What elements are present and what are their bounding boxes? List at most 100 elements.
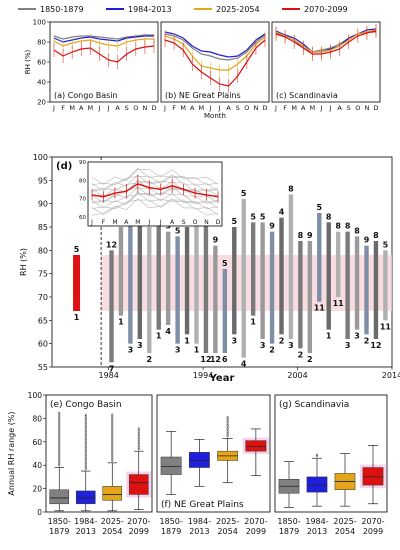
y-tick-label: 20: [32, 485, 42, 494]
box: [306, 476, 328, 493]
outlier-point: [137, 446, 140, 449]
plot-frame: [45, 394, 153, 513]
outlier-point: [84, 445, 87, 448]
x-tick-label: 1984: [98, 371, 118, 380]
month-tick-label: A: [79, 104, 84, 112]
month-tick-label: F: [283, 104, 287, 112]
month-tick-label: D: [151, 104, 156, 112]
outlier-point: [226, 422, 229, 425]
series-line: [53, 45, 155, 63]
category-label: 2025-: [333, 517, 356, 526]
month-tick-label: O: [244, 104, 249, 112]
box-panel: 1850-1879 1984-2013 2025-2054 2070-2099 (e) …: [7, 391, 153, 536]
min-month-label: 2: [269, 346, 275, 355]
outlier-point: [58, 464, 61, 467]
outlier-point: [58, 422, 61, 425]
outlier-point: [111, 424, 114, 427]
legend-label: 2025-2054: [216, 5, 260, 14]
outlier-point: [84, 434, 87, 437]
outlier-point: [226, 430, 229, 433]
outlier-point: [84, 442, 87, 445]
outlier-point: [137, 438, 140, 441]
month-tick-label: A: [190, 104, 195, 112]
box-panel: 1850-1879 1984-2013 2025-2054 2070-2099 (f) …: [156, 394, 271, 536]
outlier-point: [58, 416, 61, 419]
month-tick-label: N: [142, 104, 147, 112]
inset-mean-line: [91, 183, 219, 198]
inset-year-line: [91, 180, 219, 193]
y-tick-label: 85: [38, 223, 48, 232]
month-tick-label: S: [236, 104, 240, 112]
year-range-bar: [317, 213, 322, 302]
y-tick-label: 80: [32, 414, 42, 423]
year-range-bar: [156, 222, 161, 330]
x-tick-label: 2014: [382, 371, 400, 380]
year-range-bar: [288, 194, 294, 339]
category-label: 2054: [217, 527, 237, 536]
category-label: 2054: [102, 527, 122, 536]
month-tick-label: J: [208, 104, 211, 112]
outlier-point: [58, 414, 61, 417]
year-range-bar: [269, 231, 275, 344]
year-range-bar: [118, 227, 124, 316]
outlier-point: [58, 445, 61, 448]
min-month-label: 1: [118, 318, 124, 327]
box: [49, 489, 70, 505]
outlier-point: [58, 421, 61, 424]
month-tick-label: J: [163, 104, 166, 112]
box: [160, 456, 182, 475]
inset-year-line: [91, 169, 219, 185]
outlier-point: [226, 419, 229, 422]
outlier-point: [111, 415, 114, 418]
outlier-point: [111, 458, 114, 461]
plot-frame: [156, 394, 271, 513]
outlier-point: [58, 442, 61, 445]
year-range-bar: [326, 222, 331, 330]
inset-month-label: J: [159, 219, 162, 226]
outlier-point: [111, 456, 114, 459]
outlier-point: [226, 420, 229, 423]
max-month-label: 5: [222, 259, 228, 268]
outlier-point: [58, 430, 61, 433]
year-range-bar: [147, 227, 152, 353]
outlier-point: [58, 451, 61, 454]
y-tick-label: 20: [37, 99, 46, 107]
y-tick-label: 55: [38, 363, 48, 372]
reference-bar: [73, 255, 81, 311]
outlier-point: [84, 452, 87, 455]
outlier-point: [137, 436, 140, 439]
outlier-point: [84, 429, 87, 432]
outlier-point: [84, 421, 87, 424]
outlier-point: [84, 468, 87, 471]
plot-frame: [271, 21, 381, 103]
category-label: 2070-: [361, 517, 384, 526]
outlier-point: [226, 427, 229, 430]
outlier-point: [84, 424, 87, 427]
inset-month-label: J: [147, 219, 150, 226]
inset-month-label: A: [124, 219, 129, 226]
category-label: 1879: [279, 527, 299, 536]
min-month-label: 1: [250, 318, 256, 327]
outlier-point: [58, 419, 61, 422]
panel-title: (b) NE Great Plains: [165, 91, 241, 100]
max-month-label: 8: [373, 231, 379, 240]
category-label: 2054: [335, 527, 355, 536]
outlier-point: [58, 427, 61, 430]
outlier-point: [84, 439, 87, 442]
min-month-label: 1: [326, 332, 332, 341]
min-month-label: 2: [307, 355, 313, 364]
outlier-point: [84, 428, 87, 431]
box: [188, 452, 210, 468]
outlier-point: [316, 455, 319, 458]
year-range-bar: [184, 227, 190, 335]
outlier-point: [84, 415, 87, 418]
outlier-point: [84, 416, 87, 419]
year-range-bar: [383, 250, 388, 321]
y-tick-label: 0: [37, 508, 42, 517]
inset-month-label: S: [182, 219, 186, 226]
min-month-label: 3: [345, 341, 351, 350]
category-label: 2025-: [216, 517, 239, 526]
outlier-point: [58, 413, 61, 416]
outlier-point: [84, 418, 87, 421]
year-range-bar: [137, 213, 143, 339]
